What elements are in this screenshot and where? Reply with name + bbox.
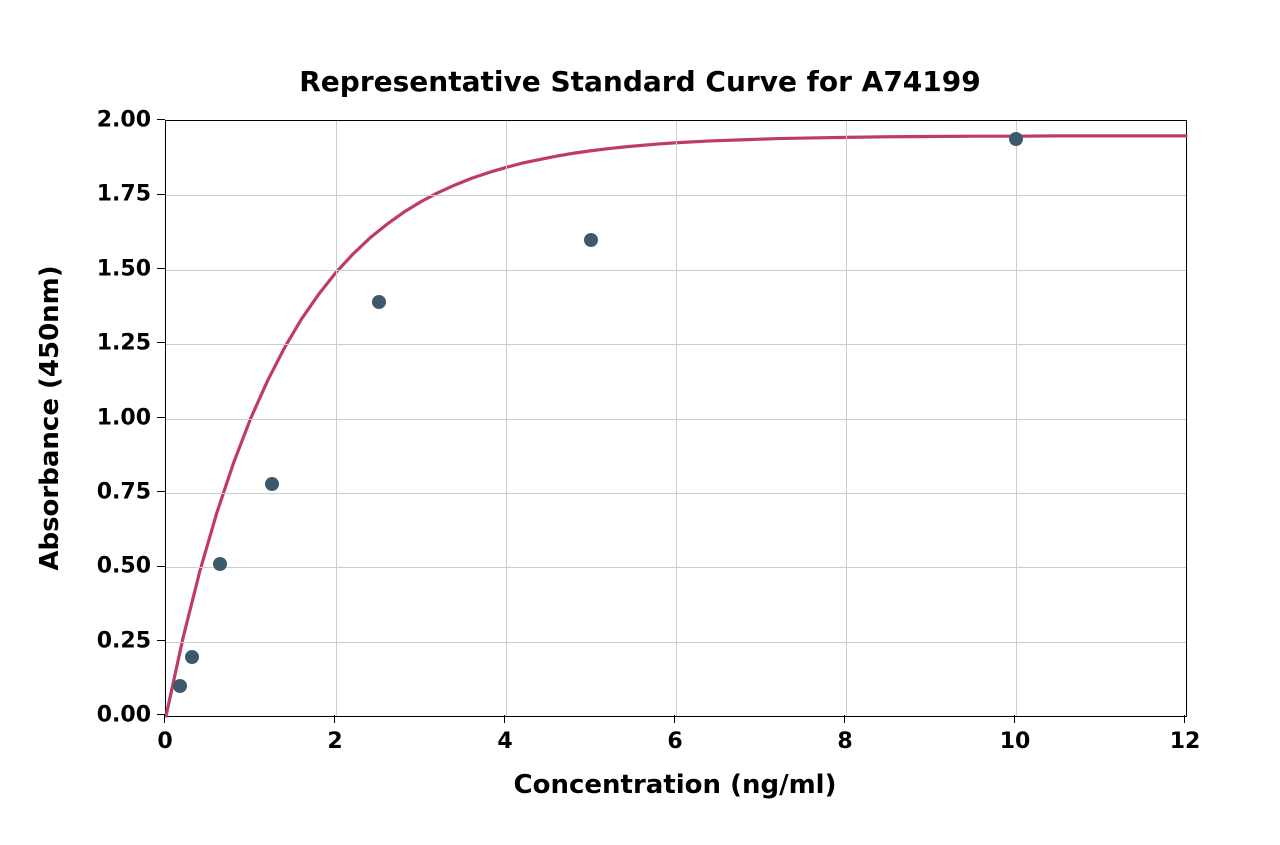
chart-container: Representative Standard Curve for A74199… [0, 0, 1280, 845]
grid-line-horizontal [166, 344, 1186, 345]
x-axis-label: Concentration (ng/ml) [165, 770, 1185, 800]
x-tick-mark [1014, 715, 1015, 723]
x-tick-label: 0 [157, 729, 172, 754]
x-tick-label: 6 [667, 729, 682, 754]
data-point [185, 650, 199, 664]
plot-area [165, 120, 1187, 717]
y-tick-mark [157, 417, 165, 418]
y-tick-label: 0.00 [97, 703, 151, 728]
data-point [372, 295, 386, 309]
grid-line-horizontal [166, 270, 1186, 271]
grid-line-horizontal [166, 567, 1186, 568]
data-point [173, 679, 187, 693]
y-tick-mark [157, 268, 165, 269]
y-tick-mark [157, 342, 165, 343]
y-tick-mark [157, 119, 165, 120]
data-point [213, 557, 227, 571]
y-tick-label: 0.75 [97, 479, 151, 504]
y-tick-label: 1.75 [97, 182, 151, 207]
y-axis-label: Absorbance (450nm) [35, 120, 65, 715]
y-tick-label: 1.00 [97, 405, 151, 430]
y-tick-mark [157, 640, 165, 641]
y-tick-label: 0.25 [97, 628, 151, 653]
y-tick-mark [157, 194, 165, 195]
x-tick-mark [334, 715, 335, 723]
x-tick-label: 8 [837, 729, 852, 754]
y-tick-label: 0.50 [97, 554, 151, 579]
x-tick-mark [844, 715, 845, 723]
grid-line-horizontal [166, 419, 1186, 420]
x-tick-label: 2 [327, 729, 342, 754]
grid-line-horizontal [166, 195, 1186, 196]
x-tick-mark [504, 715, 505, 723]
x-tick-mark [1184, 715, 1185, 723]
y-tick-label: 1.25 [97, 331, 151, 356]
x-tick-mark [674, 715, 675, 723]
x-tick-mark [164, 715, 165, 723]
grid-line-horizontal [166, 493, 1186, 494]
y-tick-label: 1.50 [97, 256, 151, 281]
chart-title: Representative Standard Curve for A74199 [0, 65, 1280, 98]
x-tick-label: 12 [1170, 729, 1201, 754]
x-tick-label: 10 [1000, 729, 1031, 754]
x-tick-label: 4 [497, 729, 512, 754]
y-tick-mark [157, 566, 165, 567]
data-point [1009, 132, 1023, 146]
y-tick-mark [157, 491, 165, 492]
data-point [265, 477, 279, 491]
grid-line-horizontal [166, 642, 1186, 643]
data-point [584, 233, 598, 247]
y-tick-mark [157, 714, 165, 715]
y-tick-label: 2.00 [97, 108, 151, 133]
